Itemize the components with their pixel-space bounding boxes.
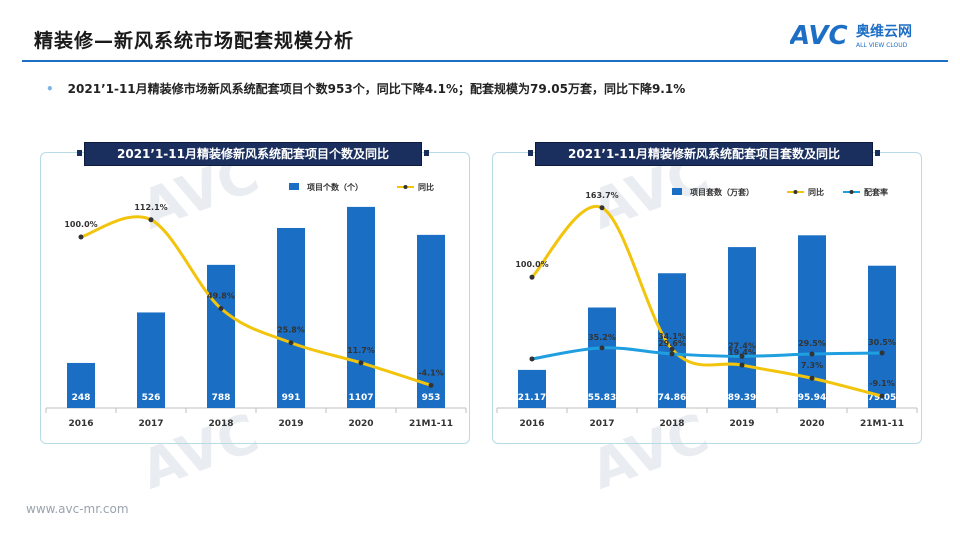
line-value-label: 112.1%	[134, 203, 167, 212]
line-value-label: -4.1%	[418, 368, 444, 377]
bar	[137, 312, 165, 408]
bar	[67, 362, 95, 408]
chart-title-left: 2021’1-11月精装修新风系统配套项目个数及同比	[77, 142, 429, 166]
header-divider	[22, 60, 948, 62]
legend-marker	[849, 190, 854, 194]
x-tick-label: 2019	[729, 419, 754, 429]
bar	[417, 234, 445, 408]
bar	[728, 247, 756, 408]
bar-value-label: 991	[282, 393, 301, 403]
page-title: 精装修—新风系统市场配套规模分析	[34, 30, 355, 52]
legend-swatch	[672, 188, 682, 195]
logo-tagline: ALL VIEW CLOUD	[856, 42, 908, 49]
bar	[588, 307, 616, 408]
bullet-dot: •	[46, 82, 54, 96]
bar	[347, 206, 375, 408]
chart-title-right: 2021’1-11月精装修新风系统配套项目套数及同比	[528, 142, 880, 166]
bar-value-label: 55.83	[588, 393, 616, 403]
bar-value-label: 89.39	[728, 393, 756, 403]
data-point	[358, 360, 364, 366]
bar-value-label: 526	[142, 393, 161, 403]
x-tick-label: 2019	[278, 419, 303, 429]
line-value-label: 29.6%	[658, 339, 686, 348]
bar-value-label: 74.86	[658, 393, 686, 403]
data-point	[669, 346, 675, 352]
data-point	[529, 356, 535, 362]
bar-value-label: 788	[212, 393, 231, 403]
bar-value-label: 1107	[348, 393, 373, 403]
legend-label: 配套率	[864, 187, 888, 197]
x-tick-label: 2017	[589, 419, 614, 429]
data-point	[599, 345, 605, 351]
bar	[518, 369, 546, 408]
data-point	[879, 350, 885, 356]
series-line	[530, 204, 883, 398]
summary-text: 2021’1-11月精装修市场新风系统配套项目个数953个，同比下降4.1%；配…	[67, 82, 686, 96]
line-value-label: 49.8%	[207, 292, 235, 301]
bar-value-label: 21.17	[518, 393, 546, 403]
footer-url: www.avc-mr.com	[26, 502, 129, 516]
data-point	[809, 375, 815, 381]
legend-marker	[403, 185, 408, 189]
x-tick-label: 2016	[519, 419, 544, 429]
legend-swatch	[289, 183, 299, 190]
bar	[277, 227, 305, 408]
x-tick-label: 2016	[68, 419, 93, 429]
line-value-label: 27.4%	[728, 341, 756, 350]
legend-label: 项目套数（万套）	[690, 187, 754, 197]
x-tick-label: 21M1-11	[860, 419, 904, 429]
data-point	[809, 351, 815, 357]
bar-value-label: 953	[422, 393, 441, 403]
data-point	[879, 393, 885, 399]
data-point	[148, 217, 154, 223]
line-value-label: 19.4%	[728, 348, 756, 357]
data-point	[428, 382, 434, 388]
line-value-label: 30.5%	[868, 338, 896, 347]
line-value-label: 163.7%	[585, 191, 618, 200]
x-tick-label: 2020	[348, 419, 373, 429]
bar	[207, 264, 235, 408]
data-point	[739, 362, 745, 368]
line-value-label: 25.8%	[277, 326, 305, 335]
series-line	[80, 215, 432, 387]
x-tick-label: 21M1-11	[409, 419, 453, 429]
line-value-label: -9.1%	[869, 379, 895, 388]
line-value-label: 11.7%	[347, 346, 375, 355]
summary-bullet: • 2021’1-11月精装修市场新风系统配套项目个数953个，同比下降4.1%；…	[46, 80, 685, 97]
x-tick-label: 2017	[138, 419, 163, 429]
data-point	[529, 274, 535, 280]
legend-label: 同比	[808, 187, 824, 197]
logo-mark: AVC	[790, 21, 848, 51]
data-point	[739, 353, 745, 359]
data-point	[288, 340, 294, 346]
avc-logo: AVC 奥维云网 ALL VIEW CLOUD	[790, 21, 912, 51]
line-value-label: 34.1%	[658, 332, 686, 341]
legend-marker	[793, 190, 798, 194]
bar-value-label: 248	[72, 393, 91, 403]
line-value-label: 7.3%	[801, 361, 823, 370]
bar	[868, 265, 896, 408]
data-point	[599, 205, 605, 211]
legend-label: 同比	[418, 182, 434, 192]
logo-name: 奥维云网	[856, 23, 912, 40]
bar	[798, 235, 826, 408]
line-value-label: 35.2%	[588, 333, 616, 342]
x-tick-label: 2018	[659, 419, 684, 429]
legend-label: 项目个数（个）	[307, 182, 363, 192]
data-point	[218, 306, 224, 312]
line-value-label: 100.0%	[515, 260, 548, 269]
bar	[658, 273, 686, 408]
series-line	[531, 346, 883, 361]
line-value-label: 29.5%	[798, 339, 826, 348]
x-tick-label: 2018	[208, 419, 233, 429]
x-tick-label: 2020	[799, 419, 824, 429]
data-point	[78, 234, 84, 240]
data-point	[669, 351, 675, 357]
line-value-label: 100.0%	[64, 220, 97, 229]
bar-value-label: 95.94	[798, 393, 826, 403]
